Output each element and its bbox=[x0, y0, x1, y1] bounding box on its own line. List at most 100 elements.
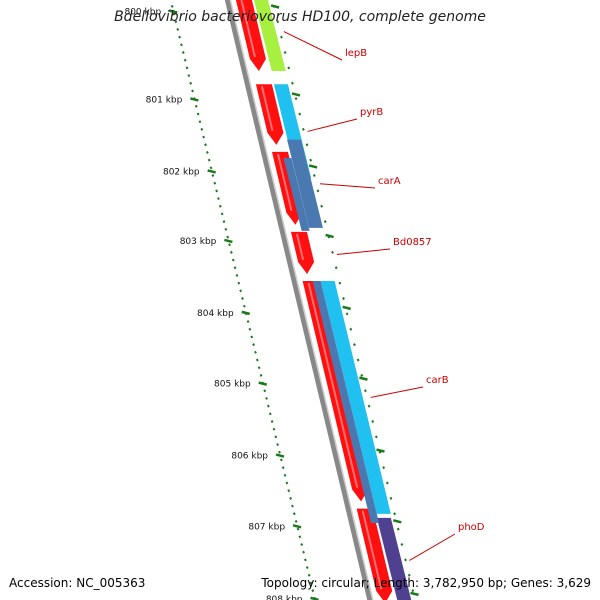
minor-tick bbox=[278, 450, 281, 454]
minor-tick bbox=[283, 473, 287, 477]
tick-label: 801 kbp bbox=[146, 95, 183, 105]
minor-tick bbox=[312, 174, 316, 177]
minor-tick bbox=[194, 104, 198, 108]
minor-tick bbox=[250, 335, 254, 339]
accession-label: Accession: NC_005363 bbox=[9, 576, 146, 590]
minor-tick bbox=[342, 297, 345, 300]
minor-tick bbox=[200, 127, 204, 131]
gene-label-cara: carA bbox=[378, 176, 401, 187]
minor-tick bbox=[198, 120, 202, 124]
minor-tick bbox=[185, 66, 189, 70]
minor-tick bbox=[305, 143, 309, 147]
cds-highlight bbox=[295, 233, 305, 261]
minor-tick bbox=[404, 558, 407, 562]
minor-tick bbox=[242, 304, 246, 308]
gene-feature-overlap bbox=[283, 158, 310, 231]
minor-tick bbox=[265, 396, 268, 400]
genome-backbone bbox=[224, 0, 373, 600]
minor-tick bbox=[235, 273, 239, 277]
cds-arrow bbox=[356, 508, 393, 600]
minor-tick bbox=[224, 227, 228, 231]
minor-tick bbox=[393, 512, 396, 516]
minor-tick bbox=[292, 512, 296, 516]
minor-tick bbox=[289, 496, 292, 500]
cds-highlight bbox=[260, 86, 274, 132]
cds-arrow bbox=[271, 151, 303, 225]
minor-tick bbox=[239, 289, 243, 293]
minor-tick bbox=[334, 266, 338, 270]
minor-tick bbox=[300, 543, 304, 546]
minor-tick bbox=[389, 496, 393, 500]
major-tick bbox=[325, 233, 334, 239]
minor-tick bbox=[276, 20, 280, 24]
minor-tick bbox=[230, 250, 233, 254]
major-tick bbox=[241, 310, 251, 316]
major-tick bbox=[410, 591, 419, 597]
tick-label: 800 kbp bbox=[124, 8, 161, 18]
major-tick bbox=[291, 92, 301, 97]
gene-leader-line bbox=[319, 183, 376, 189]
minor-tick bbox=[298, 535, 302, 539]
minor-tick bbox=[302, 550, 305, 554]
tick-label: 803 kbp bbox=[180, 237, 217, 247]
major-tick bbox=[376, 448, 385, 453]
cds-arrow bbox=[235, 0, 266, 72]
minor-tick bbox=[274, 435, 278, 439]
cds-highlight bbox=[361, 510, 383, 590]
ticks-layer: 800 kbp 801 kbp 802 kbp 803 kbp 804 kbp 805 k… bbox=[124, 0, 419, 600]
minor-tick bbox=[316, 189, 320, 193]
gene-leader-line bbox=[336, 248, 391, 255]
minor-tick bbox=[181, 51, 185, 54]
minor-tick bbox=[305, 566, 309, 570]
cds-highlight bbox=[307, 282, 359, 488]
major-tick bbox=[270, 4, 280, 9]
minor-tick bbox=[231, 258, 235, 262]
minor-tick bbox=[311, 589, 315, 593]
tick-label: 802 kbp bbox=[163, 167, 200, 177]
major-tick bbox=[258, 381, 268, 386]
minor-tick bbox=[170, 4, 174, 8]
gene-label-bd0857: Bd0857 bbox=[393, 237, 432, 248]
major-tick bbox=[292, 524, 302, 529]
minor-tick bbox=[360, 373, 364, 377]
genome-backbone-edge bbox=[229, 0, 374, 600]
minor-tick bbox=[298, 112, 302, 116]
minor-tick bbox=[307, 573, 311, 577]
tick-label: 805 kbp bbox=[214, 380, 251, 390]
tick-label: 804 kbp bbox=[197, 309, 234, 319]
minor-tick bbox=[267, 404, 270, 408]
minor-tick bbox=[196, 112, 200, 116]
minor-tick bbox=[400, 543, 404, 546]
minor-tick bbox=[233, 266, 237, 270]
minor-tick bbox=[304, 558, 307, 562]
minor-tick bbox=[301, 127, 305, 131]
minor-tick bbox=[246, 320, 250, 324]
minor-tick bbox=[385, 481, 389, 485]
gene-feature-carb bbox=[320, 281, 391, 514]
minor-tick bbox=[176, 27, 180, 31]
minor-tick bbox=[202, 135, 206, 139]
major-tick bbox=[190, 97, 199, 102]
gene-label-carb: carB bbox=[426, 375, 449, 386]
gene-leader-line bbox=[307, 118, 358, 132]
tick-label: 808 kbp bbox=[266, 595, 303, 600]
minor-tick bbox=[215, 189, 218, 193]
minor-tick bbox=[291, 81, 294, 85]
minor-tick bbox=[263, 389, 267, 393]
minor-tick bbox=[294, 519, 298, 523]
minor-tick bbox=[281, 466, 285, 470]
minor-tick bbox=[174, 20, 178, 24]
gene-feature-phod bbox=[376, 517, 412, 600]
cds-highlight bbox=[240, 0, 256, 58]
major-tick bbox=[224, 238, 233, 244]
minor-tick bbox=[287, 489, 291, 493]
minor-tick bbox=[204, 143, 207, 147]
cds-arrow bbox=[290, 231, 315, 274]
map-title: Bdellovibrio bacteriovorus HD100, comple… bbox=[114, 9, 486, 25]
minor-tick bbox=[254, 350, 257, 354]
minor-tick bbox=[180, 43, 183, 47]
gene-label-phod: phoD bbox=[458, 522, 485, 533]
minor-tick bbox=[331, 250, 334, 254]
major-tick bbox=[207, 169, 216, 174]
